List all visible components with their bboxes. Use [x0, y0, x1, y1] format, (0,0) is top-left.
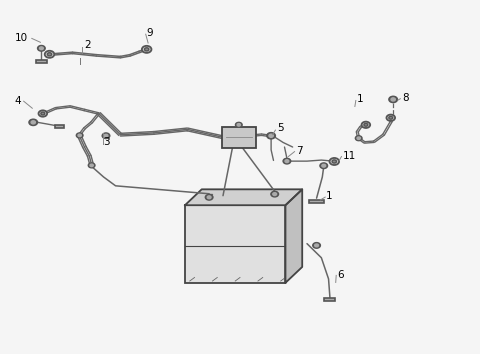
Circle shape [271, 191, 278, 197]
Polygon shape [185, 189, 302, 205]
Text: 1: 1 [357, 95, 364, 104]
Text: 3: 3 [104, 137, 110, 147]
Circle shape [104, 134, 108, 137]
Text: 5: 5 [277, 123, 284, 133]
Bar [55, 125, 64, 128]
Circle shape [236, 122, 242, 127]
Circle shape [364, 124, 368, 126]
Circle shape [205, 194, 213, 200]
Circle shape [78, 134, 81, 137]
Circle shape [357, 137, 360, 139]
Circle shape [76, 133, 83, 138]
Text: 10: 10 [15, 33, 28, 44]
Bar [36, 60, 47, 63]
Circle shape [31, 121, 36, 124]
Bar [310, 200, 324, 204]
Circle shape [391, 98, 396, 101]
Circle shape [41, 112, 45, 115]
Text: 2: 2 [84, 40, 91, 51]
Circle shape [329, 158, 339, 165]
Circle shape [283, 158, 291, 164]
Circle shape [361, 122, 370, 128]
Circle shape [88, 163, 95, 168]
Bar [324, 298, 336, 301]
Circle shape [267, 132, 276, 139]
Circle shape [320, 163, 327, 169]
Circle shape [386, 115, 395, 121]
Circle shape [389, 96, 397, 103]
Circle shape [144, 48, 149, 51]
Text: 1: 1 [326, 192, 333, 201]
Circle shape [37, 45, 45, 51]
Text: 4: 4 [14, 96, 21, 106]
Text: 9: 9 [147, 28, 153, 38]
Circle shape [29, 119, 37, 126]
Circle shape [207, 196, 211, 199]
Circle shape [102, 133, 110, 138]
Circle shape [269, 134, 273, 137]
Circle shape [45, 51, 54, 58]
Text: 7: 7 [296, 145, 302, 155]
Circle shape [332, 160, 336, 163]
Circle shape [142, 46, 152, 53]
Circle shape [273, 193, 276, 195]
Circle shape [38, 110, 47, 117]
Polygon shape [286, 189, 302, 283]
Bar [185, 205, 286, 283]
FancyBboxPatch shape [222, 127, 256, 148]
Circle shape [237, 124, 240, 126]
Text: 6: 6 [337, 270, 344, 280]
Circle shape [48, 53, 52, 56]
Circle shape [322, 164, 325, 167]
Text: 11: 11 [342, 151, 356, 161]
Circle shape [285, 160, 289, 162]
Circle shape [355, 136, 362, 141]
Circle shape [313, 242, 321, 248]
Circle shape [389, 116, 393, 119]
Text: 8: 8 [402, 93, 408, 103]
Circle shape [315, 244, 319, 247]
Circle shape [39, 47, 43, 50]
Circle shape [90, 164, 93, 167]
